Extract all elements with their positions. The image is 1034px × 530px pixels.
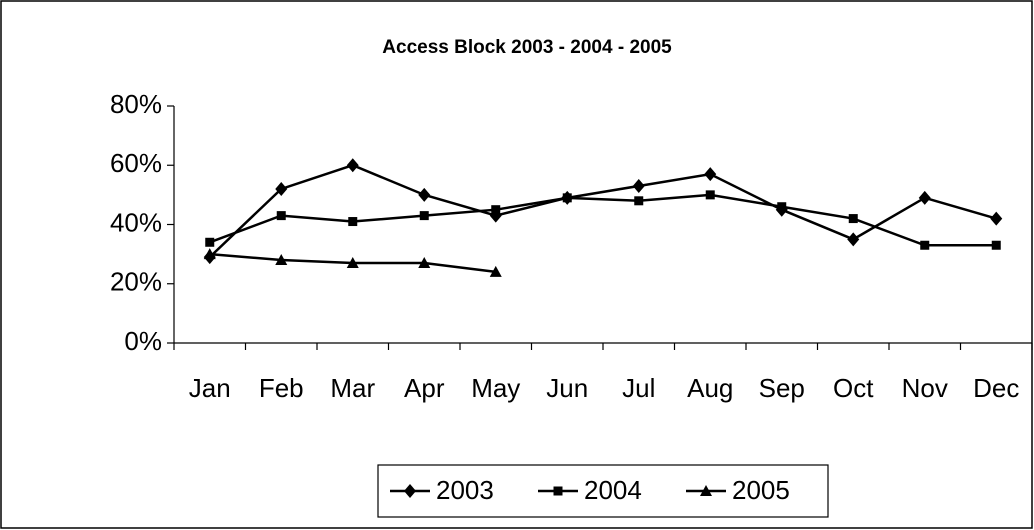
marker xyxy=(275,254,288,266)
marker xyxy=(346,257,359,269)
y-tick-label: 80% xyxy=(110,89,162,119)
x-tick-label: Nov xyxy=(902,373,948,403)
legend-marker xyxy=(553,486,563,496)
legend-marker xyxy=(404,484,416,498)
series-line xyxy=(209,193,997,247)
marker xyxy=(705,190,715,200)
chart-title: Access Block 2003 - 2004 - 2005 xyxy=(382,37,672,58)
legend-marker xyxy=(700,485,712,496)
marker xyxy=(205,237,215,247)
x-tick-label: Mar xyxy=(330,373,375,403)
x-tick-label: Jul xyxy=(622,373,655,403)
marker xyxy=(704,167,717,182)
marker xyxy=(489,265,502,277)
x-tick-label: Sep xyxy=(759,373,805,403)
marker xyxy=(346,158,359,173)
marker xyxy=(847,232,860,247)
marker xyxy=(491,205,501,215)
legend-label: 2004 xyxy=(584,475,642,505)
marker xyxy=(632,178,645,193)
y-tick-label: 20% xyxy=(110,267,162,297)
marker xyxy=(777,202,787,212)
legend-box xyxy=(377,464,829,518)
y-tick-label: 40% xyxy=(110,207,162,237)
x-tick-label: Apr xyxy=(404,373,445,403)
x-tick-label: Aug xyxy=(687,373,733,403)
marker xyxy=(920,240,930,250)
marker xyxy=(203,248,216,260)
marker xyxy=(348,217,358,227)
x-tick-label: Jun xyxy=(546,373,588,403)
x-tick-label: Dec xyxy=(973,373,1019,403)
marker xyxy=(991,240,1001,250)
marker xyxy=(634,196,644,206)
marker xyxy=(418,187,431,202)
y-tick-label: 0% xyxy=(124,326,162,356)
marker xyxy=(918,190,931,205)
legend-label: 2003 xyxy=(436,475,494,505)
marker xyxy=(418,257,431,269)
legend-label: 2005 xyxy=(732,475,790,505)
marker xyxy=(275,181,288,196)
marker xyxy=(848,214,858,224)
marker xyxy=(419,211,429,221)
marker xyxy=(276,211,286,221)
marker xyxy=(562,193,572,203)
series-line xyxy=(208,163,997,258)
x-tick-label: Feb xyxy=(259,373,304,403)
marker xyxy=(990,211,1003,226)
y-tick-label: 60% xyxy=(110,148,162,178)
x-tick-label: Jan xyxy=(189,373,231,403)
x-tick-label: Oct xyxy=(833,373,874,403)
x-tick-label: May xyxy=(471,373,520,403)
